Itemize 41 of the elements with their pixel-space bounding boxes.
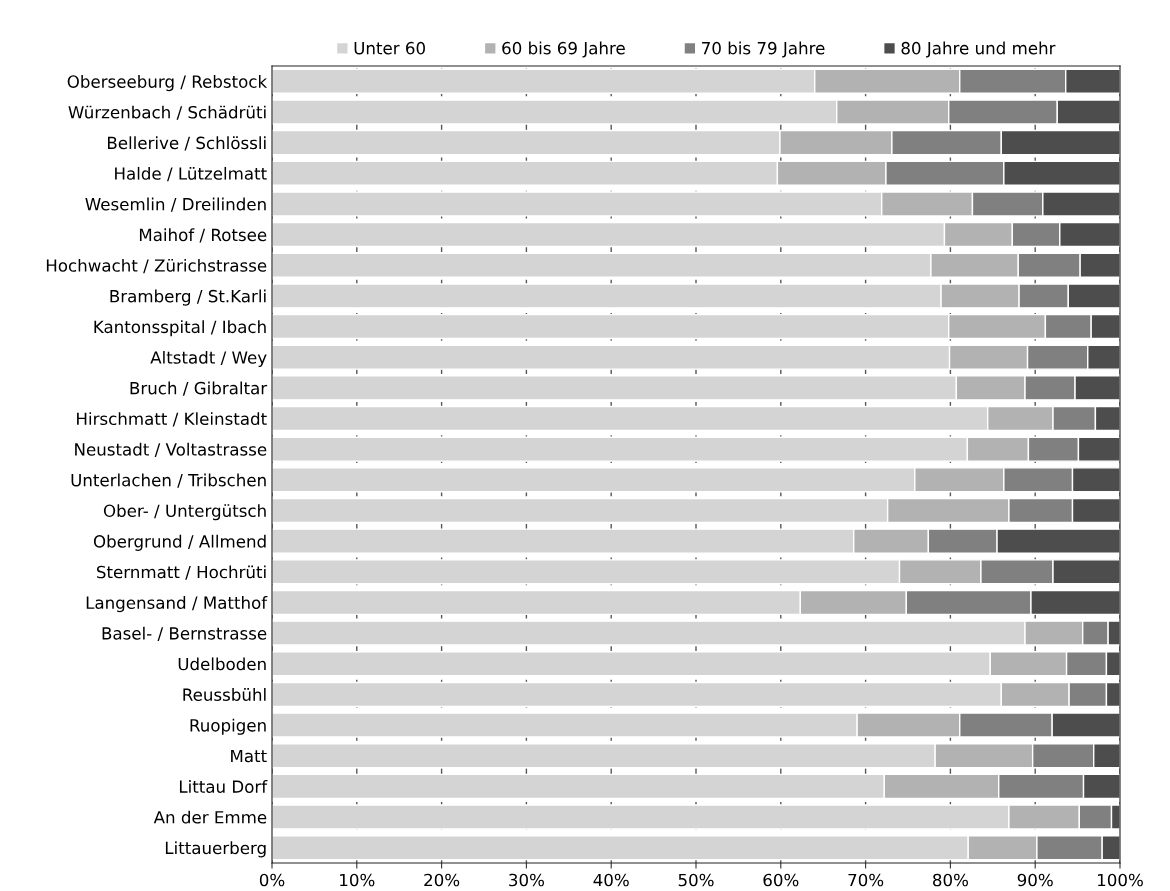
- y-tick-label: Bellerive / Schlössli: [108, 136, 266, 151]
- y-tick-label: Basel- / Bernstrasse: [102, 626, 267, 641]
- y-tick-label: Reussbühl: [183, 688, 266, 701]
- y-tick-label: Neustadt / Voltastrasse: [75, 442, 267, 458]
- x-tick-label: 70%: [848, 873, 884, 887]
- y-tick-label: Maihof / Rotsee: [139, 228, 267, 243]
- y-tick-label: Halde / Lützelmatt: [115, 166, 267, 182]
- y-tick-label: Sternmatt / Hochrüti: [96, 565, 266, 580]
- x-tick-label: 100%: [1098, 873, 1143, 887]
- legend-label: 70 bis 79 Jahre: [702, 41, 825, 58]
- legend-label: 80 Jahre und mehr: [901, 41, 1056, 58]
- x-tick-label: 0%: [259, 873, 285, 887]
- y-tick-label: Matt: [231, 749, 267, 763]
- x-tick-label: 40%: [593, 873, 629, 887]
- y-tick-label: Kantonsspital / Ibach: [94, 320, 266, 337]
- y-tick-label: Altstadt / Wey: [150, 350, 267, 368]
- y-tick-label: Ober- / Untergütsch: [103, 504, 266, 521]
- y-tick-label: Udelboden: [178, 657, 266, 671]
- legend-label: 60 bis 69 Jahre: [502, 41, 625, 58]
- y-tick-label: Littau Dorf: [179, 780, 268, 793]
- x-tick-label: 30%: [509, 873, 544, 887]
- y-tick-label: Bramberg / St.Karli: [110, 289, 266, 306]
- y-tick-label: An der Emme: [153, 810, 267, 824]
- y-tick-label: Oberseeburg / Rebstock: [67, 74, 268, 92]
- x-tick-label: 20%: [424, 873, 460, 887]
- x-tick-label: 10%: [340, 873, 375, 887]
- x-tick-label: 50%: [678, 873, 714, 887]
- y-tick-label: Obergrund / Allmend: [93, 534, 266, 551]
- y-tick-label: Bruch / Gibraltar: [130, 381, 268, 396]
- x-tick-label: 90%: [1017, 873, 1053, 887]
- y-tick-label: Würzenbach / Schädrüti: [68, 105, 266, 120]
- y-tick-label: Unterlachen / Tribschen: [71, 473, 266, 488]
- y-tick-label: Hochwacht / Zürichstrasse: [46, 258, 267, 274]
- legend-label: Unter 60: [354, 41, 425, 55]
- x-tick-label: 60%: [763, 873, 799, 887]
- y-tick-label: Hirschmatt / Kleinstadt: [77, 412, 267, 427]
- x-tick-label: 80%: [933, 873, 968, 887]
- y-tick-label: Ruopigen: [190, 718, 266, 735]
- y-tick-label: Langensand / Matthof: [86, 596, 268, 613]
- y-tick-label: Wesemlin / Dreilinden: [85, 197, 266, 212]
- y-tick-label: Littauerberg: [165, 841, 266, 858]
